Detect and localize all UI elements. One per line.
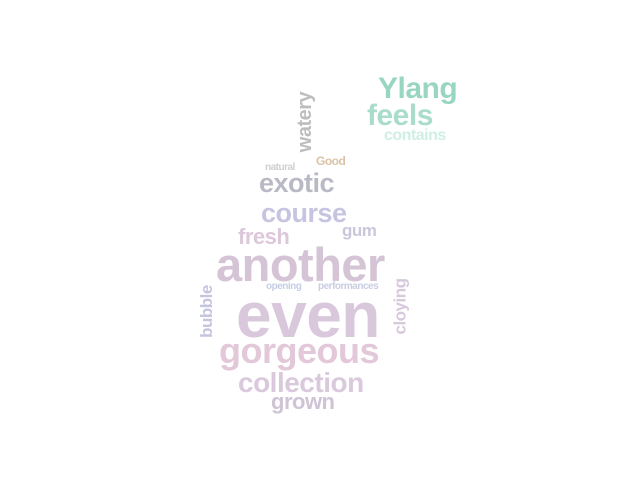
word-course: course xyxy=(261,198,347,228)
word-ylang: Ylang xyxy=(378,72,458,105)
word-contains: contains xyxy=(384,127,446,144)
word-feels: feels xyxy=(367,99,433,132)
word-another: another xyxy=(216,238,385,291)
word-good: Good xyxy=(316,154,346,168)
word-grown: grown xyxy=(271,389,335,414)
word-bubble: bubble xyxy=(196,285,216,338)
word-collection: collection xyxy=(238,367,364,398)
word-watery: watery xyxy=(294,91,317,153)
word-gum: gum xyxy=(342,221,377,240)
word-performances: performances xyxy=(318,281,379,292)
word-fresh: fresh xyxy=(238,224,290,249)
word-even: even xyxy=(236,279,380,351)
word-gorgeous: gorgeous xyxy=(219,330,380,371)
word-opening: opening xyxy=(266,281,302,292)
word-natural: natural xyxy=(265,162,295,173)
word-cloying: cloying xyxy=(390,278,410,335)
word-exotic: exotic xyxy=(259,168,335,198)
